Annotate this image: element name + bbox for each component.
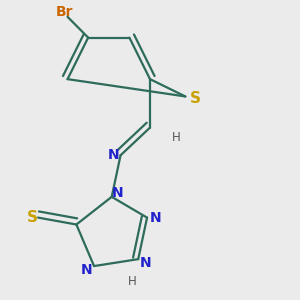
Text: N: N [81,262,92,277]
Text: Br: Br [56,4,74,19]
Text: N: N [150,211,162,225]
Text: S: S [190,91,201,106]
Text: H: H [128,275,137,288]
Text: S: S [27,210,38,225]
Text: H: H [172,131,181,145]
Text: N: N [107,148,119,162]
Text: N: N [140,256,152,270]
Text: N: N [112,186,123,200]
